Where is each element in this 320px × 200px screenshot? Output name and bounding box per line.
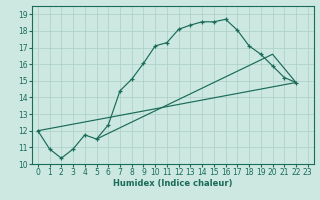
X-axis label: Humidex (Indice chaleur): Humidex (Indice chaleur) <box>113 179 233 188</box>
